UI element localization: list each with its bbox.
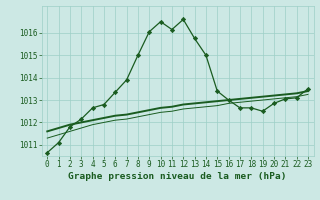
X-axis label: Graphe pression niveau de la mer (hPa): Graphe pression niveau de la mer (hPa): [68, 172, 287, 181]
